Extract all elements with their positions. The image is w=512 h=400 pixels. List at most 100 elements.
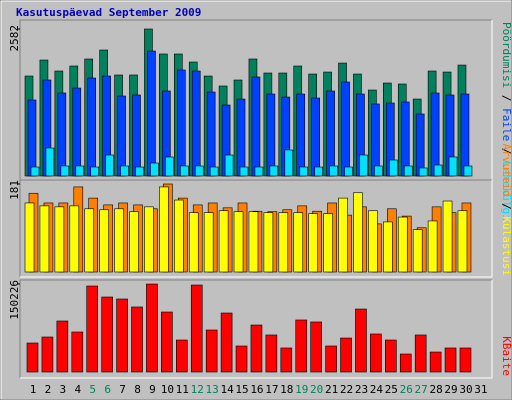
x-tick-label: 17	[265, 383, 278, 396]
bar	[329, 165, 338, 177]
x-tick-label: 26	[400, 383, 413, 396]
bar	[224, 154, 234, 177]
bar	[325, 345, 337, 373]
bar	[399, 353, 412, 373]
bar	[341, 81, 350, 177]
legend-entry: Faile	[500, 108, 512, 141]
x-tick-label: 27	[415, 383, 428, 396]
bar	[174, 199, 184, 273]
bar	[400, 101, 410, 177]
bar	[385, 339, 397, 373]
bar	[144, 206, 154, 273]
x-tick-label: 23	[355, 383, 368, 396]
x-tick-label: 29	[444, 383, 457, 396]
bar	[295, 319, 308, 373]
bar	[26, 342, 39, 373]
legend-entry: Arvuteid	[500, 144, 512, 197]
bar	[105, 154, 114, 177]
bar	[284, 149, 294, 177]
bar	[293, 212, 304, 273]
bar	[323, 213, 333, 273]
panel-bevel	[20, 280, 493, 379]
x-tick-label: 18	[280, 383, 293, 396]
x-tick-label: 13	[206, 383, 219, 396]
legend: Pöördumisi / Faile / Lehekülgi	[500, 22, 512, 221]
bar	[165, 156, 174, 177]
bar	[251, 76, 261, 177]
bar	[460, 93, 470, 177]
x-tick-label: 2	[45, 383, 52, 396]
bar	[236, 98, 246, 177]
bar	[41, 336, 54, 373]
x-tick-label: 1	[30, 383, 37, 396]
bar	[429, 351, 442, 373]
x-tick-label: 14	[220, 383, 234, 396]
x-tick-label: 28	[429, 383, 442, 396]
x-tick-label: 4	[74, 383, 81, 396]
bar	[71, 331, 84, 373]
bar	[209, 166, 219, 177]
bar	[120, 165, 129, 177]
bar	[355, 308, 367, 373]
bar	[150, 162, 159, 177]
panel-bevel	[20, 180, 493, 278]
bar	[269, 165, 279, 177]
x-tick-label: 19	[295, 383, 308, 396]
bar	[114, 208, 124, 273]
bar	[263, 212, 274, 273]
bar	[87, 77, 97, 177]
bar	[101, 296, 113, 373]
bar	[389, 159, 398, 177]
bar	[177, 69, 186, 177]
bar	[459, 347, 472, 373]
bar	[39, 205, 50, 273]
bar	[344, 166, 353, 177]
legend-entry: Lehekülgi	[500, 161, 512, 221]
bar	[299, 166, 309, 177]
bar	[132, 94, 141, 177]
bar	[457, 210, 468, 273]
bar	[340, 337, 352, 373]
x-tick-label: 7	[119, 383, 126, 396]
chart-title: Kasutuspäevad September 2009	[16, 6, 201, 19]
x-tick-label: 22	[340, 383, 353, 396]
bar	[54, 206, 65, 273]
bar	[427, 220, 438, 273]
x-tick-label: 5	[89, 383, 96, 396]
bar	[84, 208, 95, 273]
bar	[374, 165, 383, 177]
bar	[27, 99, 37, 177]
bar	[129, 211, 139, 273]
bar	[418, 167, 428, 177]
bar	[188, 212, 199, 273]
bar	[430, 92, 440, 177]
bar	[370, 333, 382, 373]
legend-entry: Külastusi	[500, 216, 512, 276]
bar	[190, 284, 203, 373]
legend-separator: /	[500, 88, 512, 108]
bar	[191, 70, 201, 177]
bar	[117, 95, 126, 177]
x-tick-label: 9	[149, 383, 156, 396]
bar	[239, 166, 249, 177]
x-tick-label: 31	[474, 383, 487, 396]
bar	[180, 165, 189, 177]
legend-entry: KBaite	[500, 336, 512, 376]
bar	[265, 334, 278, 373]
bar	[311, 97, 320, 177]
bar	[146, 283, 158, 373]
legend-separator: /	[500, 197, 512, 217]
bar	[218, 210, 229, 273]
legend-entry: Pöördumisi	[500, 22, 512, 88]
legend: Arvuteid / Külastusi	[500, 144, 512, 276]
bar	[433, 164, 443, 177]
bar	[278, 212, 289, 273]
bar	[442, 200, 453, 273]
bar	[90, 166, 100, 177]
bar	[310, 321, 322, 373]
bar	[383, 221, 393, 273]
x-tick-label: 6	[104, 383, 111, 396]
x-tick-label: 25	[385, 383, 398, 396]
bar	[371, 103, 380, 177]
bar	[161, 311, 173, 373]
